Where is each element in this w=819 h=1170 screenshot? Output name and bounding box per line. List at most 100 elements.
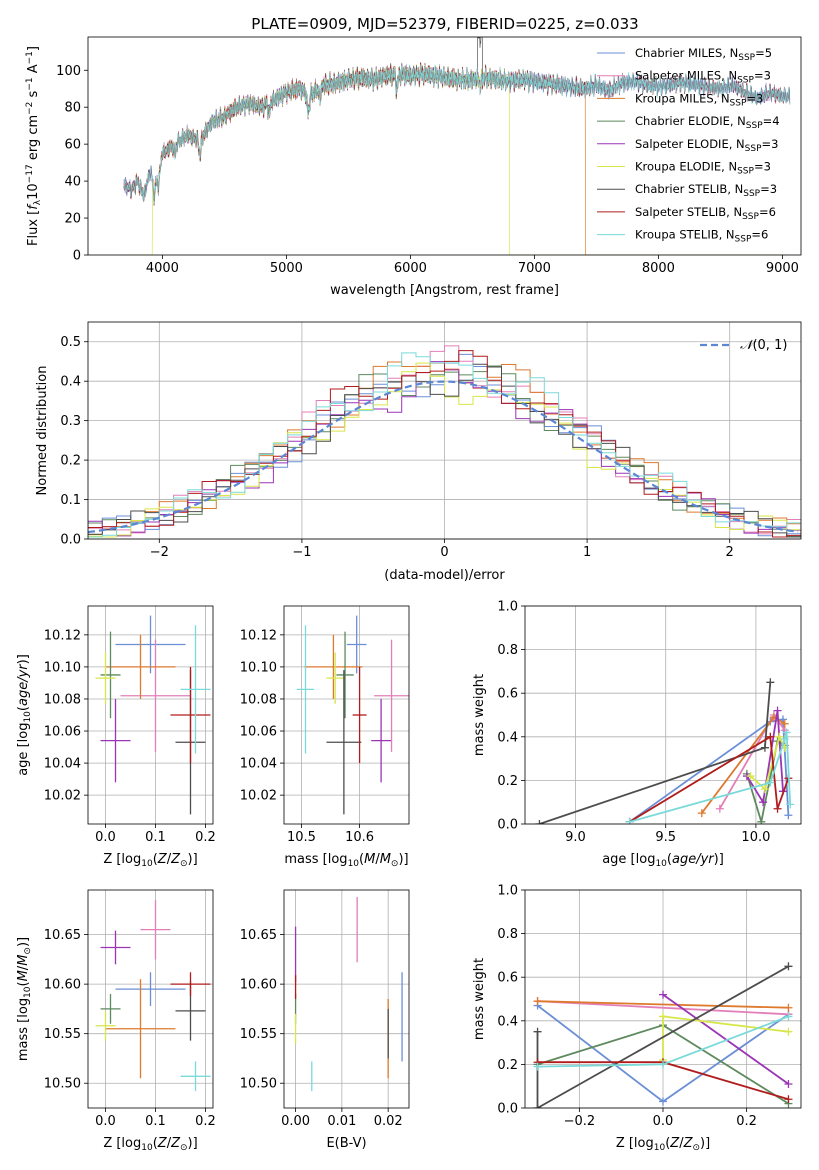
y-tick-label: 10.06 [240, 725, 277, 740]
label-part: SSP [743, 189, 760, 199]
label-part: Kroupa MILES, N [635, 91, 730, 105]
plot-area [95, 615, 211, 815]
y-tick-label: 10.02 [44, 789, 81, 804]
x-tick-label: −1 [292, 545, 311, 560]
panel-massweight_vs_age: 9.0 9.5 10.0 0.0 0.2 0.4 0.6 0.8 1.0 age [log10(a… [472, 600, 802, 869]
x-tick-label: 4000 [146, 261, 179, 276]
panels-group: 4000 5000 6000 7000 8000 9000020406080100wave… [16, 36, 802, 1153]
y-tick-label: 10.04 [44, 757, 81, 772]
x-tick-label: 0.00 [281, 1114, 310, 1129]
label-part: M [364, 852, 375, 867]
weight-marker [535, 820, 544, 824]
label-part: )] [188, 852, 198, 867]
label-part: ( [667, 852, 672, 867]
axes-frame [283, 605, 410, 825]
y-tick-label: 0.0 [497, 818, 518, 833]
label-part: / [167, 852, 172, 867]
label-part: Z [157, 852, 168, 867]
weight-marker [780, 719, 789, 728]
y-tick-label: 0.2 [497, 1058, 518, 1073]
label-part: Chabrier MILES, N [635, 46, 738, 60]
x-tick-label: 0.0 [95, 830, 116, 845]
weight-marker [533, 1027, 542, 1036]
weight-marker [784, 1012, 793, 1021]
weight-line [537, 1000, 789, 1016]
weight-marker [784, 1095, 793, 1104]
plot-area [535, 678, 795, 824]
label-part: 10 [26, 183, 41, 200]
label-part: =6 [759, 205, 776, 219]
label-part: mass [log [284, 852, 347, 867]
y-tick-label: 10.12 [44, 628, 81, 643]
panel-age_vs_Z: 0.0 0.1 0.2 10.02 10.04 10.06 10.08 10.10 10.12 Z… [16, 605, 216, 869]
label-part: / [679, 1136, 684, 1151]
label-part: ( [359, 852, 364, 867]
y-axis-label: Normed distribution [35, 366, 50, 496]
label-part: Z [157, 1136, 168, 1151]
y-tick-label: 1.0 [497, 884, 518, 899]
x-tick-label: 9.0 [565, 830, 586, 845]
weight-marker [533, 1062, 542, 1071]
label-part: SSP [737, 76, 754, 86]
y-tick-label: 10.08 [44, 692, 81, 707]
y-tick-label: 10.60 [240, 978, 277, 993]
weight-line [662, 993, 790, 1085]
y-tick-label: 10.55 [44, 1027, 81, 1042]
x-tick-label: 0 [440, 545, 448, 560]
label-part: age/yr [16, 663, 31, 706]
axes-frame [87, 321, 802, 540]
y-tick-label: 10.08 [240, 692, 277, 707]
label-part: λ [33, 199, 43, 205]
label-part: wavelength [Angstrom, rest frame] [330, 283, 559, 298]
label-part: =6 [751, 228, 768, 242]
x-tick-label: 1 [583, 545, 591, 560]
label-part: age [log [602, 852, 655, 867]
y-tick-label: 0.6 [497, 687, 518, 702]
y-axis-label: mass weight [472, 958, 487, 1040]
plot-area [296, 615, 409, 815]
y-axis-label: Flux [fλ10−17 erg cm−2 s−1 A−1] [25, 46, 43, 246]
label-part: / [167, 1136, 172, 1151]
x-tick-label: −0.2 [564, 1114, 596, 1129]
y-tick-label: 0.0 [60, 533, 81, 548]
label-part: Z [170, 1136, 181, 1151]
y-tick-label: 0.8 [497, 643, 518, 658]
label-part: SSP [730, 98, 747, 108]
label-part: Z [669, 1136, 680, 1151]
label-part: Z [log [616, 1136, 654, 1151]
x-tick-label: 8000 [642, 261, 675, 276]
label-part: 10 [141, 859, 153, 869]
y-tick-label: 10.02 [240, 789, 277, 804]
label-part: / [375, 852, 380, 867]
weight-marker [659, 1060, 667, 1069]
y-tick-label: 10.55 [240, 1027, 277, 1042]
label-part: SSP [746, 121, 763, 131]
weight-marker [784, 1027, 793, 1036]
y-tick-label: 0.8 [497, 927, 518, 942]
axes-frame [87, 36, 802, 256]
weight-line [629, 732, 792, 823]
weight-marker [782, 728, 791, 737]
y-tick-label: 40 [64, 175, 81, 190]
label-part: ( [665, 1136, 670, 1151]
label-part: =3 [762, 137, 779, 151]
weight-marker [780, 734, 789, 743]
y-axis-label: mass [log10(M/M⊙)] [16, 937, 33, 1061]
x-tick-label: 0.1 [145, 830, 166, 845]
label-part: 10 [655, 859, 667, 869]
x-tick-label: 0.2 [195, 830, 216, 845]
label-part: Z [683, 1136, 694, 1151]
label-part: =3 [754, 160, 771, 174]
y-tick-label: 0.3 [60, 414, 81, 429]
weight-marker [659, 1097, 667, 1106]
y-tick-label: 0.4 [497, 1014, 518, 1029]
weight-marker [746, 772, 755, 781]
weight-marker [659, 990, 667, 999]
label-part: Salpeter STELIB, N [635, 205, 742, 219]
y-tick-label: 10.04 [240, 757, 277, 772]
y-tick-label: 10.50 [44, 1077, 81, 1092]
y-tick-label: 10.10 [240, 660, 277, 675]
panel-spectrum: 4000 5000 6000 7000 8000 9000 0 20 40 60 80 100 wave… [25, 36, 802, 298]
label-part: age/yr [672, 852, 715, 867]
label-part: 10 [654, 1143, 666, 1153]
